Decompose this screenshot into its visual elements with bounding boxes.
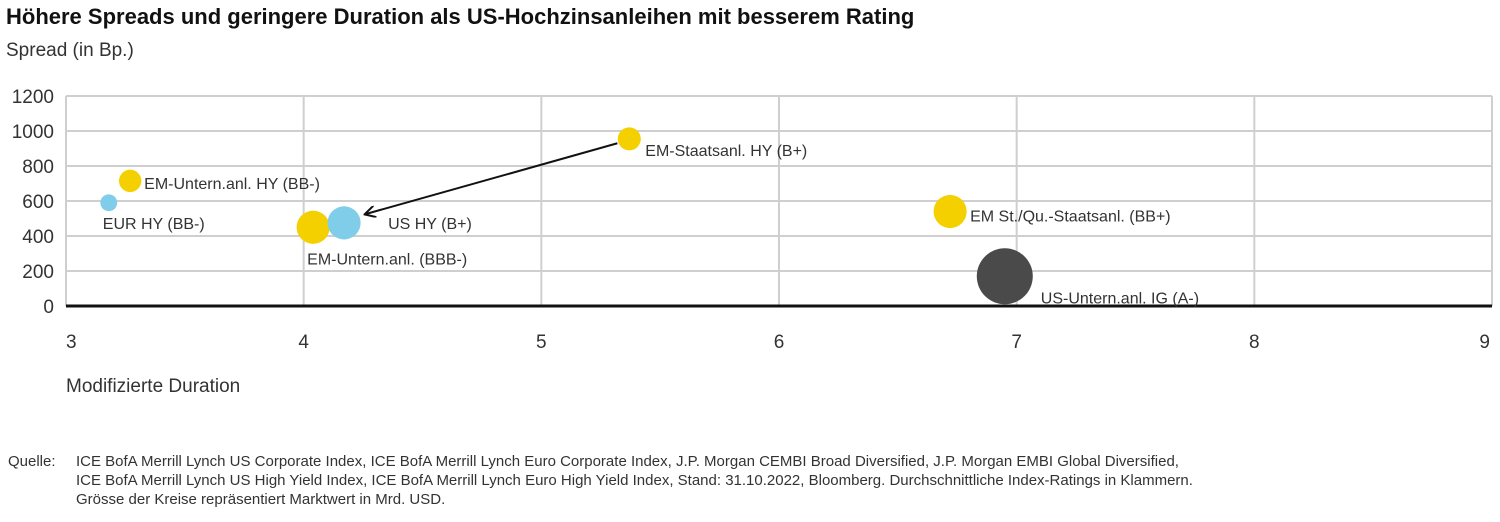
y-tick-label: 1000 [12,122,54,143]
data-point [118,169,142,193]
x-tick-label: 6 [774,332,785,353]
axis-ticks: 0 200 400 600 800 1000 1200 3 4 5 6 7 8 9 [12,87,1490,353]
data-points [100,127,1033,305]
source-line-3: Grösse der Kreise repräsentiert Marktwer… [76,491,446,508]
y-tick-label: 0 [43,297,54,318]
y-tick-label: 600 [22,192,54,213]
point-label: EM-Staatsanl. HY (B+) [645,143,807,160]
x-tick-label: 7 [1011,332,1022,353]
point-label: EM-Untern.anl. HY (BB-) [144,176,320,193]
source-line-1: ICE BofA Merrill Lynch US Corporate Inde… [76,453,1179,470]
point-label: EM-Untern.anl. (BBB-) [307,251,467,268]
x-tick-label: 5 [536,332,547,353]
y-tick-label: 800 [22,157,54,178]
x-tick-label: 9 [1479,332,1490,353]
data-point [976,248,1033,305]
data-point [100,194,118,212]
x-tick-label: 3 [66,332,77,353]
point-label: EM St./Qu.-Staatsanl. (BB+) [970,209,1171,226]
source-line-2: ICE BofA Merrill Lynch US High Yield Ind… [76,472,1193,489]
y-tick-label: 200 [22,262,54,283]
x-axis-label: Modifizierte Duration [66,376,241,397]
y-tick-label: 1200 [12,87,54,108]
arrow-annotation [365,142,618,214]
y-axis-label: Spread (in Bp.) [6,40,134,61]
point-label: US-Untern.anl. IG (A-) [1041,290,1199,307]
data-point [617,127,641,151]
x-tick-label: 8 [1249,332,1260,353]
data-point [933,194,967,229]
page-title: Höhere Spreads und geringere Duration al… [6,4,915,29]
point-label: EUR HY (BB-) [103,216,205,233]
scatter-chart: 0 200 400 600 800 1000 1200 3 4 5 6 7 8 9 EM-Untern.a… [12,87,1493,353]
point-labels: EM-Untern.anl. HY (BB-) EUR HY (BB-) EM-Un… [103,143,1199,307]
grid [65,95,1493,308]
x-tick-label: 4 [298,332,309,353]
y-tick-label: 400 [22,227,54,248]
data-point [327,206,361,240]
point-label: US HY (B+) [388,216,472,233]
source-label: Quelle: [8,453,56,470]
annotation-layer [365,142,618,214]
data-point [296,210,330,244]
